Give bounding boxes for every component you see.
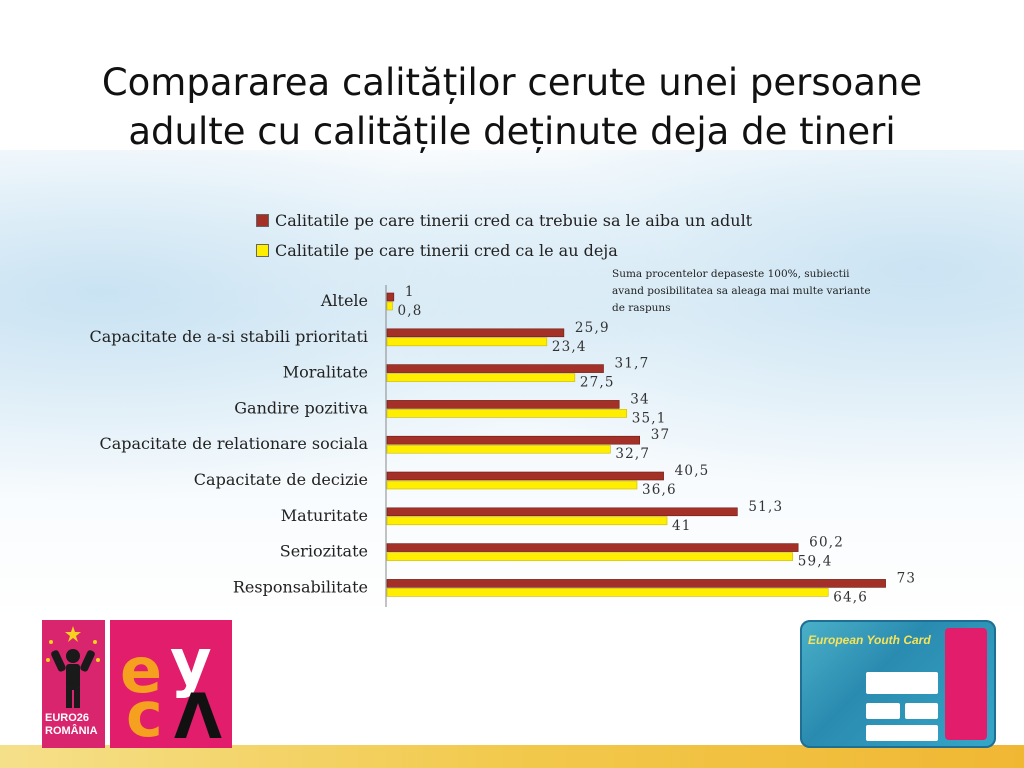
euro26-text: EURO26: [45, 712, 90, 724]
slide-title: Compararea calităților cerute unei perso…: [60, 58, 964, 156]
legend-item-series1: Calitatile pe care tinerii cred ca trebu…: [256, 205, 752, 235]
card-field-1: [866, 672, 938, 694]
data-label-series2: 27,5: [580, 375, 615, 391]
chart-legend: Calitatile pe care tinerii cred ca trebu…: [256, 205, 752, 265]
category-label: Altele: [320, 291, 368, 310]
bar-series2: [386, 409, 628, 418]
eyca-logo: e y c Λ: [110, 620, 232, 748]
bar-series2: [386, 301, 393, 311]
data-label-series1: 37: [651, 427, 671, 443]
note-line-3: de raspuns: [612, 302, 671, 314]
euro26-logo: EURO26 ROMÂNIA: [42, 620, 105, 748]
data-label-series1: 73: [897, 570, 917, 586]
euro26-figure-icon: [46, 626, 100, 708]
bar-series1: [386, 400, 620, 409]
chart-note: Suma procentelor depaseste 100%, subiect…: [612, 266, 882, 317]
footer-band: [0, 745, 1024, 768]
legend-label-series1: Calitatile pe care tinerii cred ca trebu…: [275, 210, 753, 230]
data-label-series1: 31,7: [615, 356, 650, 372]
category-label: Responsabilitate: [233, 577, 368, 596]
note-line-2: avand posibilitatea sa aleaga mai multe …: [612, 285, 871, 297]
eyca-letter-c: c: [126, 678, 163, 748]
bar-series1: [386, 364, 604, 373]
bar-series1: [386, 543, 799, 552]
bar-series2: [386, 588, 829, 597]
eyca-letter-a: Λ: [174, 680, 222, 748]
euro26-country: ROMÂNIA: [45, 725, 98, 737]
data-label-series2: 36,6: [642, 482, 677, 498]
card-field-4: [866, 725, 938, 741]
eyca-letter-y: y: [170, 626, 212, 700]
data-label-series1: 60,2: [809, 535, 844, 551]
bar-series1: [386, 292, 395, 302]
legend-swatch-series2: [256, 243, 269, 257]
note-line-1: Suma procentelor depaseste 100%, subiect…: [612, 268, 850, 280]
bar-series1: [386, 435, 641, 445]
title-line-2: adulte cu calitățile deținute deja de ti…: [128, 110, 896, 153]
bar-series2: [386, 480, 638, 490]
bar-series2: [386, 337, 548, 347]
category-label: Moralitate: [283, 363, 368, 382]
title-line-1: Compararea calităților cerute unei perso…: [101, 61, 923, 104]
category-label: Capacitate de a-si stabili prioritati: [89, 327, 368, 346]
legend-item-series2: Calitatile pe care tinerii cred ca le au…: [256, 235, 752, 265]
bar-series1: [386, 471, 664, 481]
card-eyca-logo: [945, 628, 987, 740]
card-field-2: [866, 703, 900, 719]
data-label-series2: 41: [672, 518, 692, 534]
category-label: Gandire pozitiva: [234, 398, 368, 417]
bar-series2: [386, 444, 611, 454]
bar-series1: [386, 579, 886, 588]
data-label-series1: 51,3: [748, 499, 783, 515]
legend-swatch-series1: [256, 213, 269, 227]
bar-series2: [386, 552, 794, 561]
bar-series1: [386, 507, 738, 517]
bar-series2: [386, 373, 576, 382]
data-label-series2: 35,1: [632, 410, 667, 426]
eyca-letter-e: e: [120, 634, 163, 707]
bar-series2: [386, 516, 668, 526]
category-label: Seriozitate: [280, 542, 368, 561]
youth-card-title: European Youth Card: [808, 633, 931, 647]
bar-chart: Altele 1 0,8 Capacitate de a-si stabili pri…: [89, 285, 917, 607]
card-field-3: [905, 703, 938, 719]
data-label-series2: 0,8: [397, 303, 422, 319]
data-label-series1: 40,5: [675, 463, 710, 479]
legend-label-series2: Calitatile pe care tinerii cred ca le au…: [275, 240, 618, 260]
category-label: Capacitate de decizie: [194, 470, 368, 489]
data-label-series2: 59,4: [798, 554, 833, 570]
data-label-series2: 32,7: [615, 446, 650, 462]
data-label-series1: 34: [630, 391, 650, 407]
background-sky: [0, 150, 1024, 620]
bar-series1: [386, 328, 565, 338]
data-label-series2: 23,4: [552, 339, 587, 355]
data-label-series1: 25,9: [575, 320, 610, 336]
data-label-series2: 64,6: [833, 589, 868, 605]
category-label: Capacitate de relationare sociala: [99, 434, 368, 453]
category-label: Maturitate: [281, 506, 368, 525]
data-label-series1: 1: [405, 285, 415, 300]
